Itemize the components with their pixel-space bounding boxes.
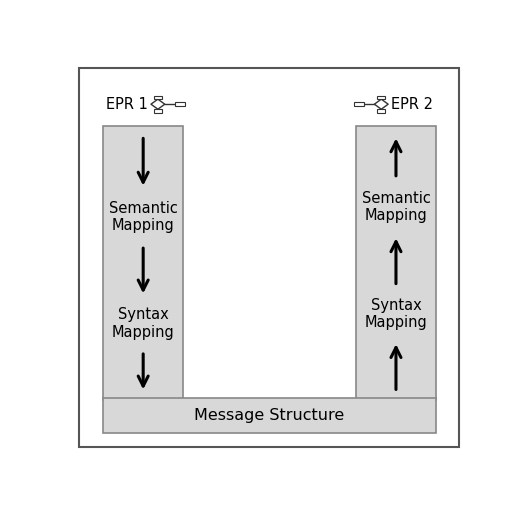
Text: Semantic
Mapping: Semantic Mapping [109, 201, 178, 233]
Text: Syntax
Mapping: Syntax Mapping [365, 298, 427, 330]
Bar [154, 96, 162, 99]
Text: EPR 2: EPR 2 [391, 97, 433, 111]
Bar [103, 126, 184, 400]
Bar [154, 109, 162, 112]
Text: Semantic
Mapping: Semantic Mapping [361, 191, 430, 223]
Bar [103, 398, 436, 434]
Bar [176, 102, 185, 106]
Text: Syntax
Mapping: Syntax Mapping [112, 307, 175, 340]
Bar [355, 102, 363, 106]
Bar [356, 126, 436, 400]
Bar [377, 109, 386, 112]
Bar [377, 96, 386, 99]
Text: Message Structure: Message Structure [195, 408, 345, 423]
Text: EPR 1: EPR 1 [106, 97, 148, 111]
